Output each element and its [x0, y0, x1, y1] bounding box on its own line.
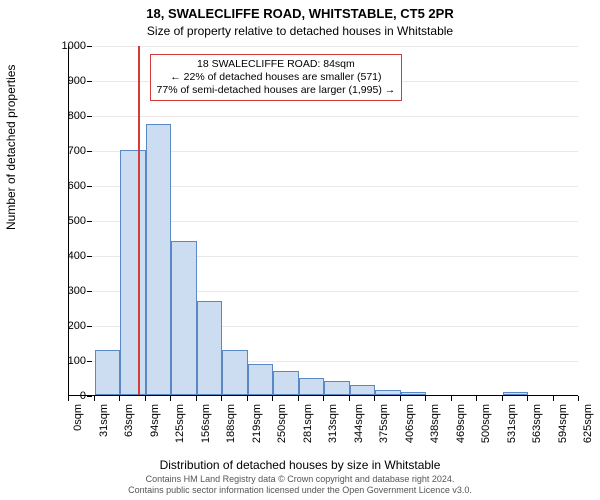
x-tick-mark	[349, 396, 350, 401]
x-tick-mark	[323, 396, 324, 401]
x-tick-label: 469sqm	[455, 404, 467, 448]
x-tick-label: 531sqm	[506, 404, 518, 448]
histogram-bar	[350, 385, 376, 396]
x-tick-label: 0sqm	[72, 404, 84, 448]
y-axis-label: Number of detached properties	[4, 65, 18, 230]
x-tick-mark	[374, 396, 375, 401]
x-tick-mark	[578, 396, 579, 401]
annotation-line3: 77% of semi-detached houses are larger (…	[157, 84, 396, 97]
footer-attribution: Contains HM Land Registry data © Crown c…	[0, 474, 600, 496]
x-tick-mark	[476, 396, 477, 401]
y-tick-label: 0	[46, 390, 86, 402]
footer-line2: Contains public sector information licen…	[0, 485, 600, 496]
x-tick-mark	[400, 396, 401, 401]
y-tick-label: 400	[46, 250, 86, 262]
y-tick-label: 700	[46, 145, 86, 157]
footer-line1: Contains HM Land Registry data © Crown c…	[0, 474, 600, 485]
x-tick-label: 94sqm	[149, 404, 161, 448]
x-tick-label: 63sqm	[123, 404, 135, 448]
y-tick-label: 600	[46, 180, 86, 192]
x-tick-mark	[272, 396, 273, 401]
x-tick-mark	[196, 396, 197, 401]
x-axis-label: Distribution of detached houses by size …	[0, 458, 600, 472]
histogram-bar	[120, 150, 146, 395]
x-tick-mark	[119, 396, 120, 401]
x-tick-label: 219sqm	[251, 404, 263, 448]
x-tick-label: 625sqm	[582, 404, 594, 448]
y-tick-label: 900	[46, 75, 86, 87]
chart-title-main: 18, SWALECLIFFE ROAD, WHITSTABLE, CT5 2P…	[0, 6, 600, 21]
histogram-bar	[324, 381, 350, 395]
annotation-line1: 18 SWALECLIFFE ROAD: 84sqm	[157, 58, 396, 71]
histogram-bar	[299, 378, 325, 396]
x-tick-label: 375sqm	[378, 404, 390, 448]
y-tick-label: 1000	[46, 40, 86, 52]
x-tick-label: 594sqm	[557, 404, 569, 448]
y-tick-label: 500	[46, 215, 86, 227]
x-tick-label: 31sqm	[98, 404, 110, 448]
histogram-bar	[197, 301, 223, 396]
x-tick-mark	[68, 396, 69, 401]
x-tick-mark	[170, 396, 171, 401]
x-tick-mark	[425, 396, 426, 401]
x-tick-mark	[553, 396, 554, 401]
histogram-bar	[375, 390, 401, 395]
plot-area: 18 SWALECLIFFE ROAD: 84sqm ← 22% of deta…	[68, 46, 578, 396]
chart-title-sub: Size of property relative to detached ho…	[0, 24, 600, 38]
x-tick-label: 344sqm	[353, 404, 365, 448]
x-tick-mark	[527, 396, 528, 401]
histogram-bar	[171, 241, 197, 395]
marker-line	[138, 46, 140, 395]
x-tick-mark	[221, 396, 222, 401]
annotation-line2: ← 22% of detached houses are smaller (57…	[157, 71, 396, 84]
x-tick-label: 281sqm	[302, 404, 314, 448]
y-tick-label: 300	[46, 285, 86, 297]
y-tick-label: 200	[46, 320, 86, 332]
x-tick-mark	[502, 396, 503, 401]
histogram-bar	[95, 350, 121, 396]
chart-container: 18, SWALECLIFFE ROAD, WHITSTABLE, CT5 2P…	[0, 0, 600, 500]
x-tick-mark	[298, 396, 299, 401]
x-tick-label: 500sqm	[480, 404, 492, 448]
x-tick-mark	[451, 396, 452, 401]
histogram-bar	[146, 124, 172, 395]
x-tick-label: 250sqm	[276, 404, 288, 448]
x-tick-label: 563sqm	[531, 404, 543, 448]
marker-annotation: 18 SWALECLIFFE ROAD: 84sqm ← 22% of deta…	[150, 54, 403, 101]
x-tick-label: 406sqm	[404, 404, 416, 448]
gridline	[69, 46, 578, 47]
x-tick-label: 125sqm	[174, 404, 186, 448]
y-tick-label: 800	[46, 110, 86, 122]
x-tick-label: 188sqm	[225, 404, 237, 448]
histogram-bar	[273, 371, 299, 396]
y-tick-label: 100	[46, 355, 86, 367]
histogram-bar	[401, 392, 427, 396]
x-tick-label: 438sqm	[429, 404, 441, 448]
histogram-bar	[503, 392, 529, 396]
x-tick-label: 313sqm	[327, 404, 339, 448]
gridline	[69, 116, 578, 117]
x-tick-label: 156sqm	[200, 404, 212, 448]
histogram-bar	[222, 350, 248, 396]
histogram-bar	[248, 364, 274, 396]
x-tick-mark	[145, 396, 146, 401]
x-tick-mark	[94, 396, 95, 401]
x-tick-mark	[247, 396, 248, 401]
